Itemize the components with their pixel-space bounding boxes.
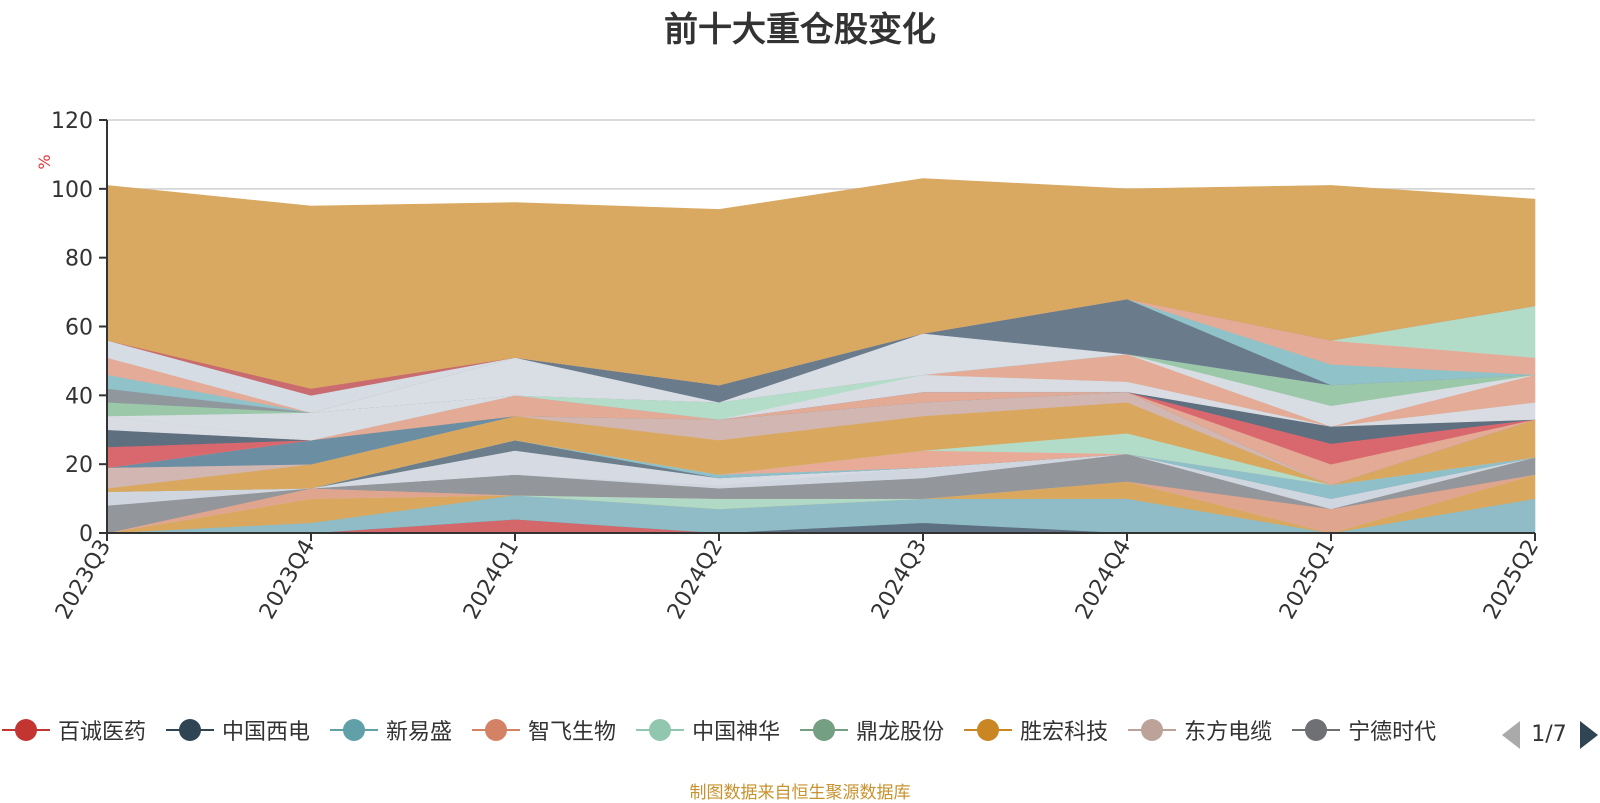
legend-label: 百诚医药 [58, 720, 147, 745]
legend-item[interactable]: 中国神华 [636, 712, 780, 748]
y-axis-unit-label: % [35, 154, 54, 169]
legend-marker-icon [800, 719, 849, 741]
y-tick-label: 60 [65, 316, 93, 341]
legend-item[interactable]: 智飞生物 [472, 712, 616, 748]
y-tick-label: 80 [65, 247, 93, 272]
legend-marker-icon [636, 719, 685, 741]
x-tick-label: 2024Q2 [663, 536, 728, 624]
legend-label: 胜宏科技 [1020, 720, 1109, 745]
legend-label: 智飞生物 [528, 720, 617, 745]
x-tick-label: 2024Q4 [1071, 536, 1136, 624]
legend-item[interactable]: 鼎龙股份 [800, 712, 944, 748]
legend-marker-icon [1292, 719, 1341, 741]
y-tick-label: 120 [51, 109, 93, 134]
legend-item[interactable]: 新易盛 [330, 712, 452, 748]
legend-item[interactable]: 宁德时代 [1292, 712, 1436, 748]
legend-marker-icon [1128, 719, 1177, 741]
data-source-note: 制图数据来自恒生聚源数据库 [689, 783, 911, 803]
stacked-areas [106, 178, 1536, 534]
y-tick-label: 20 [65, 453, 93, 478]
y-tick-label: 0 [79, 522, 93, 547]
legend-next-page-button[interactable] [1580, 721, 1598, 749]
x-tick-label: 2025Q2 [1479, 536, 1544, 624]
legend-label: 宁德时代 [1348, 720, 1437, 745]
legend-item[interactable]: 中国西电 [166, 712, 310, 748]
chart-title: 前十大重仓股变化 [664, 10, 936, 50]
legend-page-indicator: 1/7 [1531, 722, 1567, 747]
legend-marker-icon [330, 719, 379, 741]
legend-prev-page-button[interactable] [1502, 721, 1520, 749]
legend-label: 中国西电 [222, 720, 311, 745]
chart-plot: 0 20 40 60 80 100 120 2023Q3 2023Q4 2024Q1 2024Q2 2… [35, 109, 1544, 624]
legend-pager: 1/7 [1500, 718, 1600, 752]
legend-label: 新易盛 [386, 720, 453, 745]
legend-item[interactable]: 百诚医药 [2, 712, 146, 748]
legend-marker-icon [964, 719, 1013, 741]
x-tick-label: 2023Q3 [51, 536, 116, 624]
x-tick-label: 2025Q1 [1275, 536, 1340, 624]
legend-label: 鼎龙股份 [856, 720, 945, 745]
legend-marker-icon [472, 719, 521, 741]
x-tick-label: 2024Q1 [459, 536, 524, 624]
legend-label: 东方电缆 [1184, 720, 1273, 745]
area-band [106, 178, 1536, 389]
x-tick-label: 2024Q3 [867, 536, 932, 624]
legend-item[interactable]: 胜宏科技 [964, 712, 1108, 748]
legend-label: 中国神华 [692, 720, 781, 745]
legend: 百诚医药 中国西电 新易盛 智飞生物 中国神华 鼎龙股份 胜宏科技 东方电缆 宁德时代 [0, 712, 1485, 752]
legend-marker-icon [2, 719, 50, 741]
y-tick-label: 100 [51, 178, 93, 203]
y-tick-label: 40 [65, 384, 93, 409]
legend-marker-icon [166, 719, 215, 741]
legend-item[interactable]: 东方电缆 [1128, 712, 1272, 748]
x-tick-label: 2023Q4 [255, 536, 320, 624]
